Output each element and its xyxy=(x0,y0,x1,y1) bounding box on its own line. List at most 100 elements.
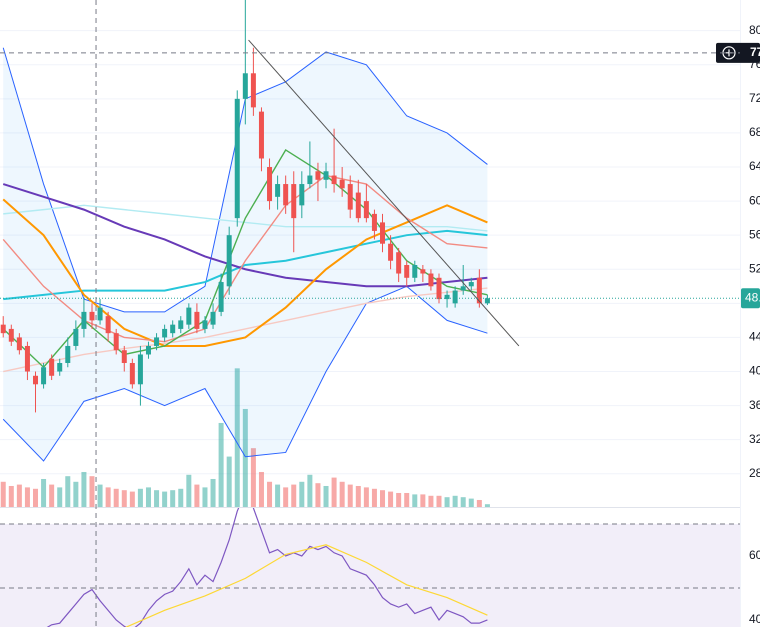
volume-bar xyxy=(162,491,168,507)
candle-body xyxy=(291,184,297,219)
volume-bar xyxy=(154,490,160,507)
candle-body xyxy=(81,311,87,329)
volume-bar xyxy=(371,488,377,507)
volume-bar xyxy=(226,456,232,507)
volume-bar xyxy=(0,481,6,507)
y-tick-label: 64 xyxy=(749,159,760,173)
volume-bar xyxy=(89,476,95,507)
y-tick-label: 80 xyxy=(749,23,760,37)
crosshair-label: 77.4 xyxy=(750,45,760,59)
candle-body xyxy=(210,311,216,325)
candle-body xyxy=(339,179,345,189)
candle-body xyxy=(202,320,208,329)
volume-bar xyxy=(347,484,353,507)
last-price-label: 48.6 xyxy=(745,290,760,304)
candle-body xyxy=(73,328,79,346)
volume-bar xyxy=(452,495,458,507)
candle-body xyxy=(363,201,369,219)
y-tick-label: 44 xyxy=(749,330,760,344)
candle-body xyxy=(396,252,402,274)
candle-body xyxy=(178,320,184,329)
volume-bar xyxy=(186,474,192,507)
candle-body xyxy=(154,337,160,346)
volume-bar xyxy=(258,471,264,507)
volume-bar xyxy=(8,485,14,507)
candle-body xyxy=(8,328,14,342)
volume-bar xyxy=(339,481,345,507)
volume-bar xyxy=(97,484,103,507)
rsi-line xyxy=(46,508,488,627)
volume-bar xyxy=(331,477,337,507)
volume-bar xyxy=(113,488,119,507)
candle-body xyxy=(250,73,256,108)
candle-body xyxy=(460,286,466,291)
candle-body xyxy=(89,311,95,321)
moving-average xyxy=(3,204,488,232)
volume-bar xyxy=(444,497,450,507)
volume-bar xyxy=(267,481,273,507)
candle-body xyxy=(404,265,410,278)
volume-bar xyxy=(218,422,224,507)
volume-bar xyxy=(436,495,442,507)
volume-bar xyxy=(250,448,256,507)
candle-body xyxy=(323,171,329,180)
candle-body xyxy=(105,316,111,334)
volume-bar xyxy=(363,487,369,507)
volume-bar xyxy=(121,490,127,507)
volume-bar xyxy=(105,487,111,507)
candle-body xyxy=(97,307,103,321)
candle-body xyxy=(371,213,377,231)
candle-body xyxy=(49,358,55,376)
volume-bar xyxy=(49,484,55,507)
y-tick-label: 32 xyxy=(749,432,760,446)
volume-bar xyxy=(137,488,143,507)
candle-body xyxy=(218,282,224,312)
candle-body xyxy=(162,328,168,338)
candle-body xyxy=(388,243,394,261)
volume-bar xyxy=(404,492,410,507)
volume-bar xyxy=(484,504,490,507)
volume-bar xyxy=(299,481,305,507)
volume-bar xyxy=(16,484,22,507)
y-tick-label: 84 xyxy=(749,0,760,3)
volume-bar xyxy=(355,485,361,507)
candle-body xyxy=(258,111,264,159)
candle-body xyxy=(476,277,482,304)
volume-bar xyxy=(33,488,39,507)
volume-bar xyxy=(242,408,248,507)
candle-body xyxy=(444,294,450,300)
y-tick-label: 72 xyxy=(749,91,760,105)
candle-body xyxy=(121,350,127,363)
moving-average xyxy=(2,198,488,347)
volume-bar xyxy=(129,491,135,507)
rsi-ma xyxy=(124,544,488,627)
rsi-pane xyxy=(0,508,740,627)
moving-average xyxy=(3,287,488,373)
volume-bar xyxy=(307,474,313,507)
y-tick-label: 76 xyxy=(749,57,760,71)
volume-bar xyxy=(41,478,47,507)
volume-bar xyxy=(476,499,482,507)
candle-body xyxy=(137,354,143,385)
volume-bar xyxy=(24,487,30,507)
volume-bar xyxy=(202,487,208,507)
price-pane xyxy=(0,0,740,507)
volume-bar xyxy=(283,487,289,507)
volume-bar xyxy=(73,481,79,507)
candle-body xyxy=(380,222,386,244)
candle-body xyxy=(242,73,248,99)
candle-body xyxy=(299,184,305,206)
candle-body xyxy=(33,375,39,385)
candle-body xyxy=(307,175,313,185)
y-tick-label: 68 xyxy=(749,125,760,139)
volume-bar xyxy=(210,478,216,507)
candle-body xyxy=(194,311,200,329)
volume-bar xyxy=(396,492,402,507)
trendline xyxy=(248,39,520,347)
candle-body xyxy=(428,273,434,287)
y-tick-label: 60 xyxy=(749,193,760,207)
y-tick-label: 52 xyxy=(749,261,760,275)
volume-bar xyxy=(428,495,434,507)
candle-body xyxy=(57,362,63,372)
